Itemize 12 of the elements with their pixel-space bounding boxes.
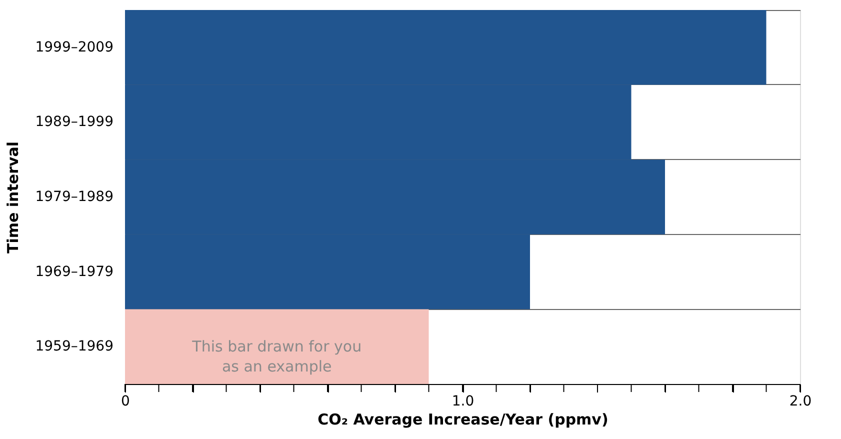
bar — [125, 309, 429, 384]
annotation: This bar drawn for you as an example — [191, 338, 362, 376]
x-tick-label: 2.0 — [789, 394, 812, 410]
x-tick-label: 1.0 — [452, 394, 474, 410]
y-tick-label: 1959–1969 — [35, 338, 114, 355]
x-tick-label: 0 — [121, 394, 130, 410]
y-axis-title: Time interval — [4, 141, 22, 254]
x-axis-title: CO₂ Average Increase/Year (ppmv) — [318, 410, 608, 428]
y-tick-label: 1999–2009 — [35, 39, 114, 56]
y-tick-label: 1989–1999 — [35, 114, 114, 130]
y-tick-label: 1969–1979 — [35, 264, 114, 280]
y-tick-label: 1979–1989 — [35, 189, 114, 205]
